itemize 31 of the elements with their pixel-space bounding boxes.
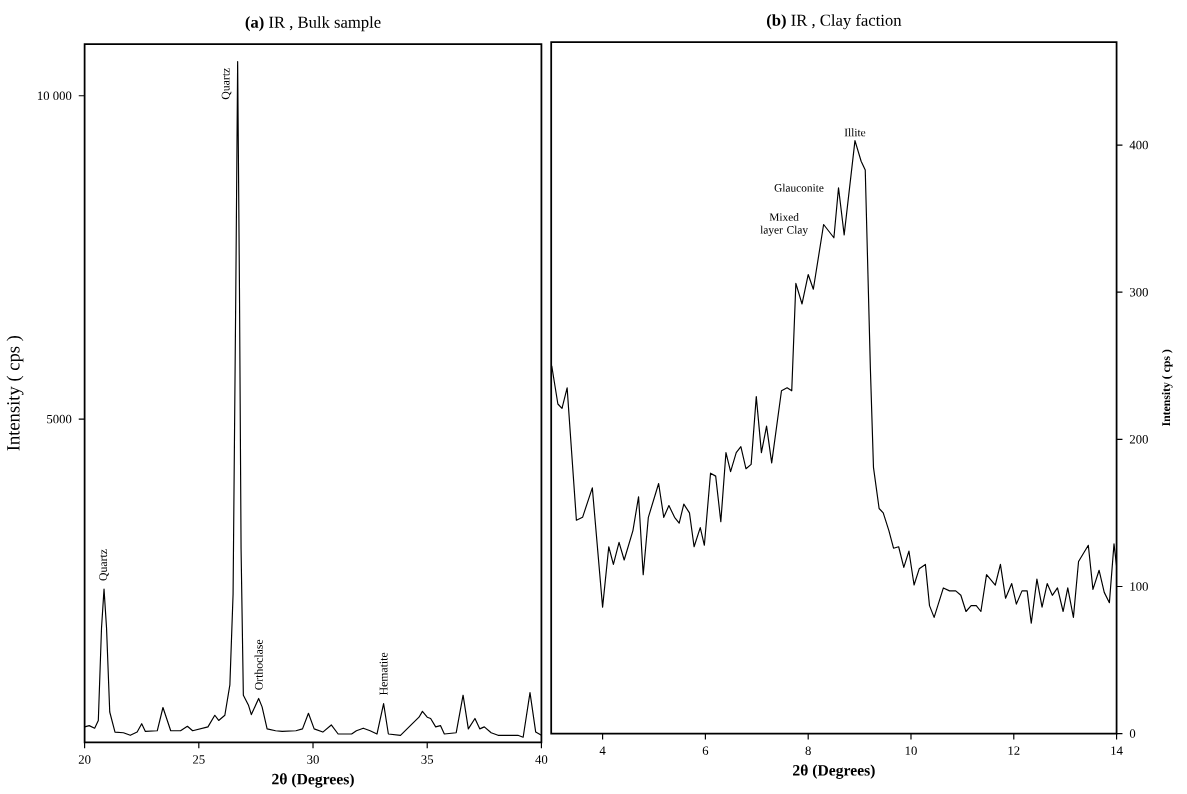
y-tick-label: 100 [1130, 582, 1148, 591]
annotation: Glauconite [774, 183, 824, 192]
y-tick-label: 400 [1129, 140, 1148, 150]
x-tick-label: 20 [78, 755, 91, 764]
x-tick-label: 30 [307, 755, 319, 764]
x-axis-title: 2θ (Degrees) [793, 764, 875, 779]
y-axis-title: Intensity ( cps ) [6, 335, 24, 451]
x-tick-label: 40 [535, 755, 548, 764]
x-tick-label: 25 [193, 755, 205, 764]
x-tick-label: 8 [805, 746, 811, 755]
y-tick-label: 300 [1129, 287, 1148, 297]
x-tick-label: 12 [1008, 746, 1020, 755]
annotation: Quartz [99, 549, 109, 581]
annotation: Quartz [221, 67, 232, 100]
annotation: Orthoclase [254, 639, 263, 690]
annotation: Illite [844, 128, 866, 137]
y-tick-label: 0 [1129, 729, 1136, 738]
y-tick-label: 200 [1129, 434, 1148, 444]
annotation: Hematite [379, 652, 388, 695]
x-tick-label: 35 [421, 755, 434, 764]
x-tick-label: 6 [702, 746, 709, 755]
x-tick-label: 4 [599, 746, 606, 755]
y-axis-title: Intensity ( cps ) [1161, 349, 1173, 426]
chart-title: (a) IR , Bulk sample [245, 16, 381, 32]
y-tick-label: 10 000 [37, 91, 72, 100]
x-tick-label: 10 [905, 746, 917, 755]
y-tick-label: 5000 [47, 414, 72, 424]
annotation: Mixed layer Clay [760, 212, 809, 236]
x-tick-label: 14 [1111, 746, 1123, 755]
chart-title: (b) IR , Clay faction [766, 13, 902, 30]
x-axis-title: 2θ (Degrees) [272, 773, 354, 788]
